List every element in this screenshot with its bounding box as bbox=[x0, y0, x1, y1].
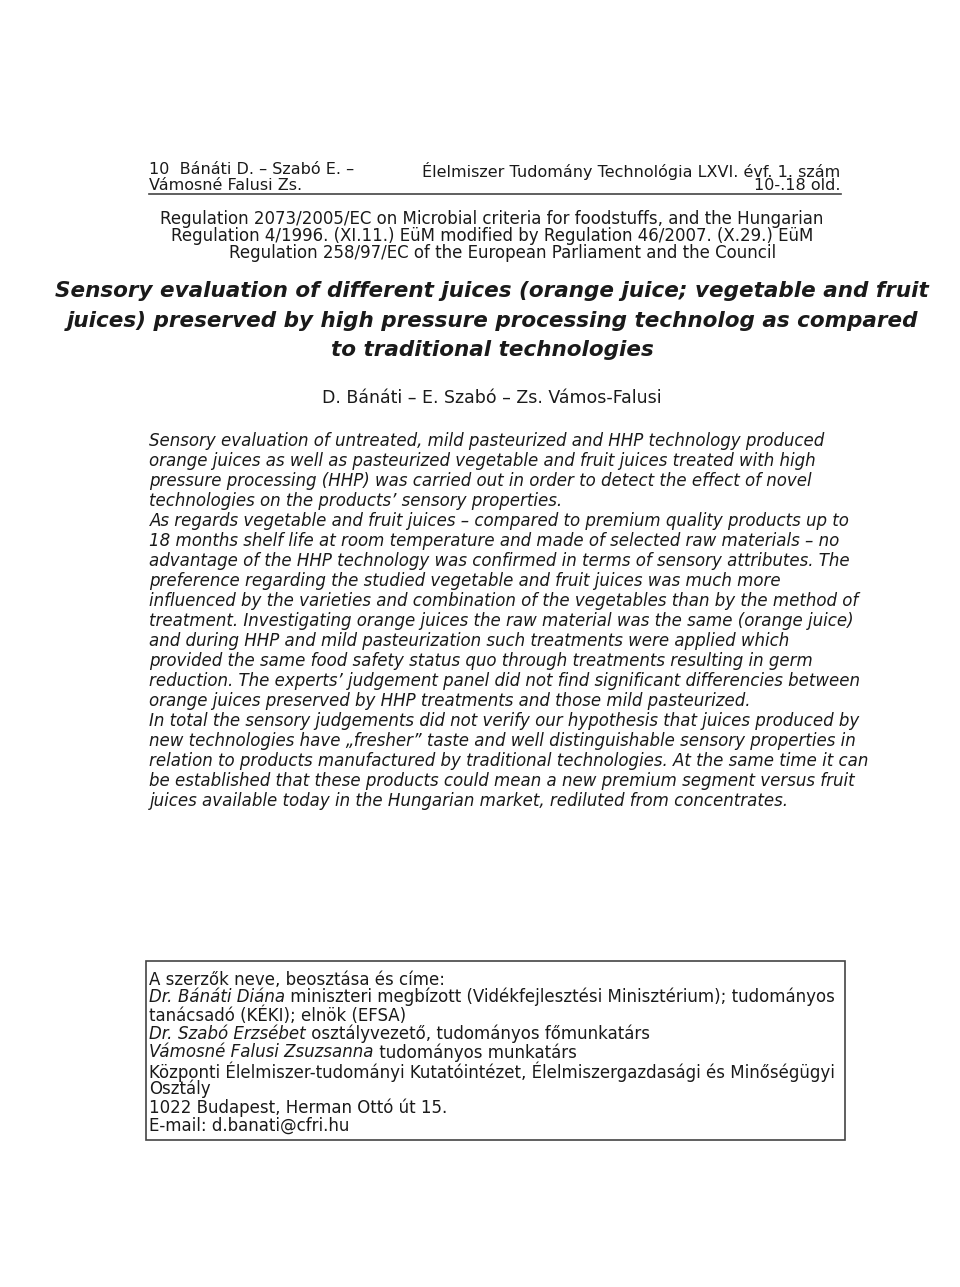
Text: Vámosné Falusi Zs.: Vámosné Falusi Zs. bbox=[150, 178, 302, 193]
Text: Sensory evaluation of untreated, mild pasteurized and HHP technology produced: Sensory evaluation of untreated, mild pa… bbox=[150, 431, 825, 449]
Text: 18 months shelf life at room temperature and made of selected raw materials – no: 18 months shelf life at room temperature… bbox=[150, 532, 840, 550]
Text: to traditional technologies: to traditional technologies bbox=[330, 340, 654, 360]
Text: In total the sensory judgements did not verify our hypothesis that juices produc: In total the sensory judgements did not … bbox=[150, 712, 860, 730]
Text: juices available today in the Hungarian market, rediluted from concentrates.: juices available today in the Hungarian … bbox=[150, 792, 788, 810]
Text: Dr.: Dr. bbox=[150, 1024, 178, 1042]
Text: advantage of the HHP technology was confirmed in terms of sensory attributes. Th: advantage of the HHP technology was conf… bbox=[150, 552, 850, 570]
Text: 10-.18 old.: 10-.18 old. bbox=[755, 178, 841, 193]
Text: miniszteri megbízott (Vidékfejlesztési Minisztérium); tudományos: miniszteri megbízott (Vidékfejlesztési M… bbox=[285, 987, 835, 1006]
Text: Sensory evaluation of different juices (orange juice; vegetable and fruit: Sensory evaluation of different juices (… bbox=[55, 282, 929, 301]
Text: be established that these products could mean a new premium segment versus fruit: be established that these products could… bbox=[150, 772, 855, 790]
Text: orange juices as well as pasteurized vegetable and fruit juices treated with hig: orange juices as well as pasteurized veg… bbox=[150, 452, 816, 470]
Text: osztályvezető, tudományos főmunkatárs: osztályvezető, tudományos főmunkatárs bbox=[305, 1024, 650, 1042]
Text: Központi Élelmiszer-tudományi Kutatóintézet, Élelmiszergazdasági és Minőségügyi: Központi Élelmiszer-tudományi Kutatóinté… bbox=[150, 1062, 835, 1082]
Text: 10  Bánáti D. – Szabó E. –: 10 Bánáti D. – Szabó E. – bbox=[150, 162, 354, 178]
Text: new technologies have „fresher” taste and well distinguishable sensory propertie: new technologies have „fresher” taste an… bbox=[150, 732, 856, 750]
Text: preference regarding the studied vegetable and fruit juices was much more: preference regarding the studied vegetab… bbox=[150, 571, 781, 589]
Text: Élelmiszer Tudomány Technológia LXVI. évf. 1. szám: Élelmiszer Tudomány Technológia LXVI. év… bbox=[422, 162, 841, 180]
Text: 1022 Budapest, Herman Ottó út 15.: 1022 Budapest, Herman Ottó út 15. bbox=[150, 1099, 447, 1117]
Text: influenced by the varieties and combination of the vegetables than by the method: influenced by the varieties and combinat… bbox=[150, 592, 858, 610]
Text: provided the same food safety status quo through treatments resulting in germ: provided the same food safety status quo… bbox=[150, 651, 813, 669]
Text: Osztály: Osztály bbox=[150, 1080, 211, 1099]
Text: Bánáti Diána: Bánáti Diána bbox=[178, 987, 285, 1005]
Text: Regulation 4/1996. (XI.11.) EüM modified by Regulation 46/2007. (X.29.) EüM: Regulation 4/1996. (XI.11.) EüM modified… bbox=[171, 227, 813, 245]
Text: Dr.: Dr. bbox=[150, 987, 178, 1005]
Text: relation to products manufactured by traditional technologies. At the same time : relation to products manufactured by tra… bbox=[150, 752, 869, 770]
Text: tudományos munkatárs: tudományos munkatárs bbox=[374, 1042, 577, 1062]
Text: A szerzők neve, beosztása és címe:: A szerzők neve, beosztása és címe: bbox=[150, 970, 445, 988]
Bar bbox=[146, 961, 845, 1140]
Text: and during HHP and mild pasteurization such treatments were applied which: and during HHP and mild pasteurization s… bbox=[150, 632, 790, 650]
Text: tanácsadó (KÉKI); elnök (EFSA): tanácsadó (KÉKI); elnök (EFSA) bbox=[150, 1006, 407, 1024]
Text: Regulation 258/97/EC of the European Parliament and the Council: Regulation 258/97/EC of the European Par… bbox=[208, 243, 776, 261]
Text: Vámosné Falusi Zsuzsanna: Vámosné Falusi Zsuzsanna bbox=[150, 1042, 374, 1060]
Text: pressure processing (HHP) was carried out in order to detect the effect of novel: pressure processing (HHP) was carried ou… bbox=[150, 471, 812, 489]
Text: treatment. Investigating orange juices the raw material was the same (orange jui: treatment. Investigating orange juices t… bbox=[150, 611, 854, 629]
Text: D. Bánáti – E. Szabó – Zs. Vámos-Falusi: D. Bánáti – E. Szabó – Zs. Vámos-Falusi bbox=[323, 389, 661, 407]
Text: orange juices preserved by HHP treatments and those mild pasteurized.: orange juices preserved by HHP treatment… bbox=[150, 692, 751, 710]
Text: juices) preserved by high pressure processing technolog as compared: juices) preserved by high pressure proce… bbox=[66, 310, 918, 331]
Text: technologies on the products’ sensory properties.: technologies on the products’ sensory pr… bbox=[150, 492, 563, 510]
Text: Szabó Erzsébet: Szabó Erzsébet bbox=[178, 1024, 305, 1042]
Text: reduction. The experts’ judgement panel did not find significant differencies be: reduction. The experts’ judgement panel … bbox=[150, 672, 860, 690]
Text: E-mail: d.banati@cfri.hu: E-mail: d.banati@cfri.hu bbox=[150, 1117, 349, 1135]
Text: Regulation 2073/2005/EC on Microbial criteria for foodstuffs, and the Hungarian: Regulation 2073/2005/EC on Microbial cri… bbox=[160, 210, 824, 228]
Text: As regards vegetable and fruit juices – compared to premium quality products up : As regards vegetable and fruit juices – … bbox=[150, 512, 850, 530]
